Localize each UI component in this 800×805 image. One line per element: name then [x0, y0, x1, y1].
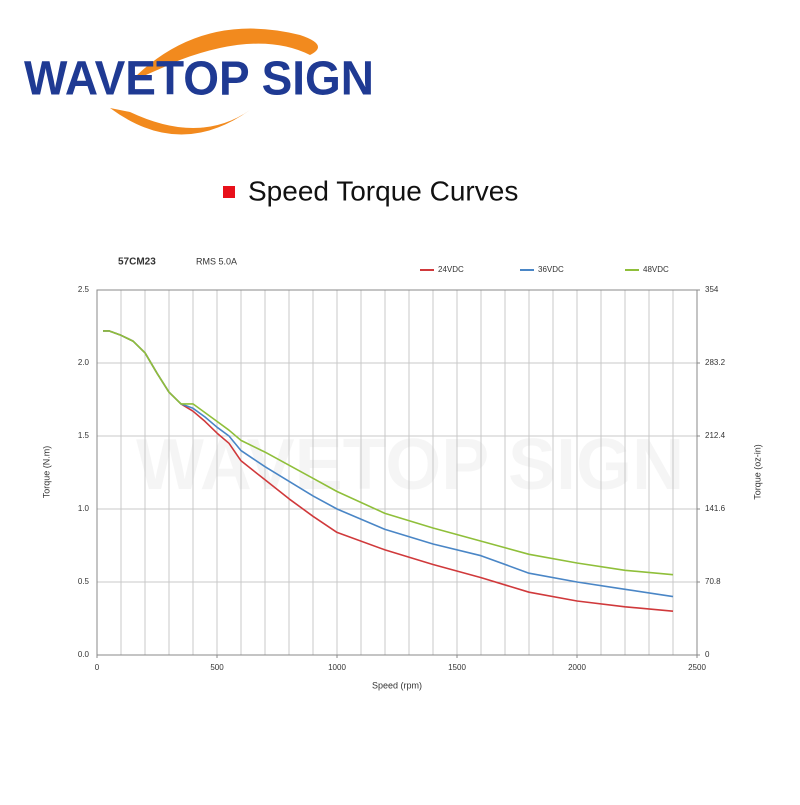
chart-subtitle: RMS 5.0A — [196, 256, 237, 266]
plot-frame — [96, 289, 698, 656]
chart-title: 57CM23 — [118, 257, 156, 268]
watermark: WAVETOP SIGN — [136, 425, 684, 505]
y-tick-label: 0.5 — [78, 577, 90, 586]
x-tick-label: 500 — [210, 663, 224, 672]
heading-bullet — [223, 186, 235, 198]
heading: Speed Torque Curves — [248, 175, 518, 206]
legend-label: 48VDC — [643, 265, 669, 274]
y-tick-label: 0.0 — [78, 650, 90, 659]
y2-tick-label: 354 — [705, 285, 719, 294]
x-tick-label: 1500 — [448, 663, 466, 672]
logo-arc-top — [130, 28, 318, 82]
x-tick-label: 2000 — [568, 663, 586, 672]
y-axis-label: Torque (N.m) — [41, 446, 51, 499]
y2-tick-label: 283.2 — [705, 358, 726, 367]
y-tick-label: 2.5 — [78, 285, 90, 294]
series-line — [103, 330, 674, 576]
y-tick-label: 1.0 — [78, 504, 90, 513]
legend-label: 24VDC — [438, 265, 464, 274]
logo-text: WAVETOP SIGN — [24, 53, 374, 106]
x-tick-label: 1000 — [328, 663, 346, 672]
y2-tick-label: 70.8 — [705, 577, 721, 586]
x-tick-label: 2500 — [688, 663, 706, 672]
y-tick-label: 2.0 — [78, 358, 90, 367]
y2-tick-label: 141.6 — [705, 504, 726, 513]
x-axis-label: Speed (rpm) — [372, 680, 422, 690]
y2-axis-label: Torque (oz-in) — [752, 444, 762, 500]
legend-label: 36VDC — [538, 265, 564, 274]
x-tick-label: 0 — [95, 663, 100, 672]
logo-arc-bottom — [110, 108, 250, 135]
y2-tick-label: 0 — [705, 650, 710, 659]
y-tick-label: 1.5 — [78, 431, 90, 440]
y2-tick-label: 212.4 — [705, 431, 726, 440]
